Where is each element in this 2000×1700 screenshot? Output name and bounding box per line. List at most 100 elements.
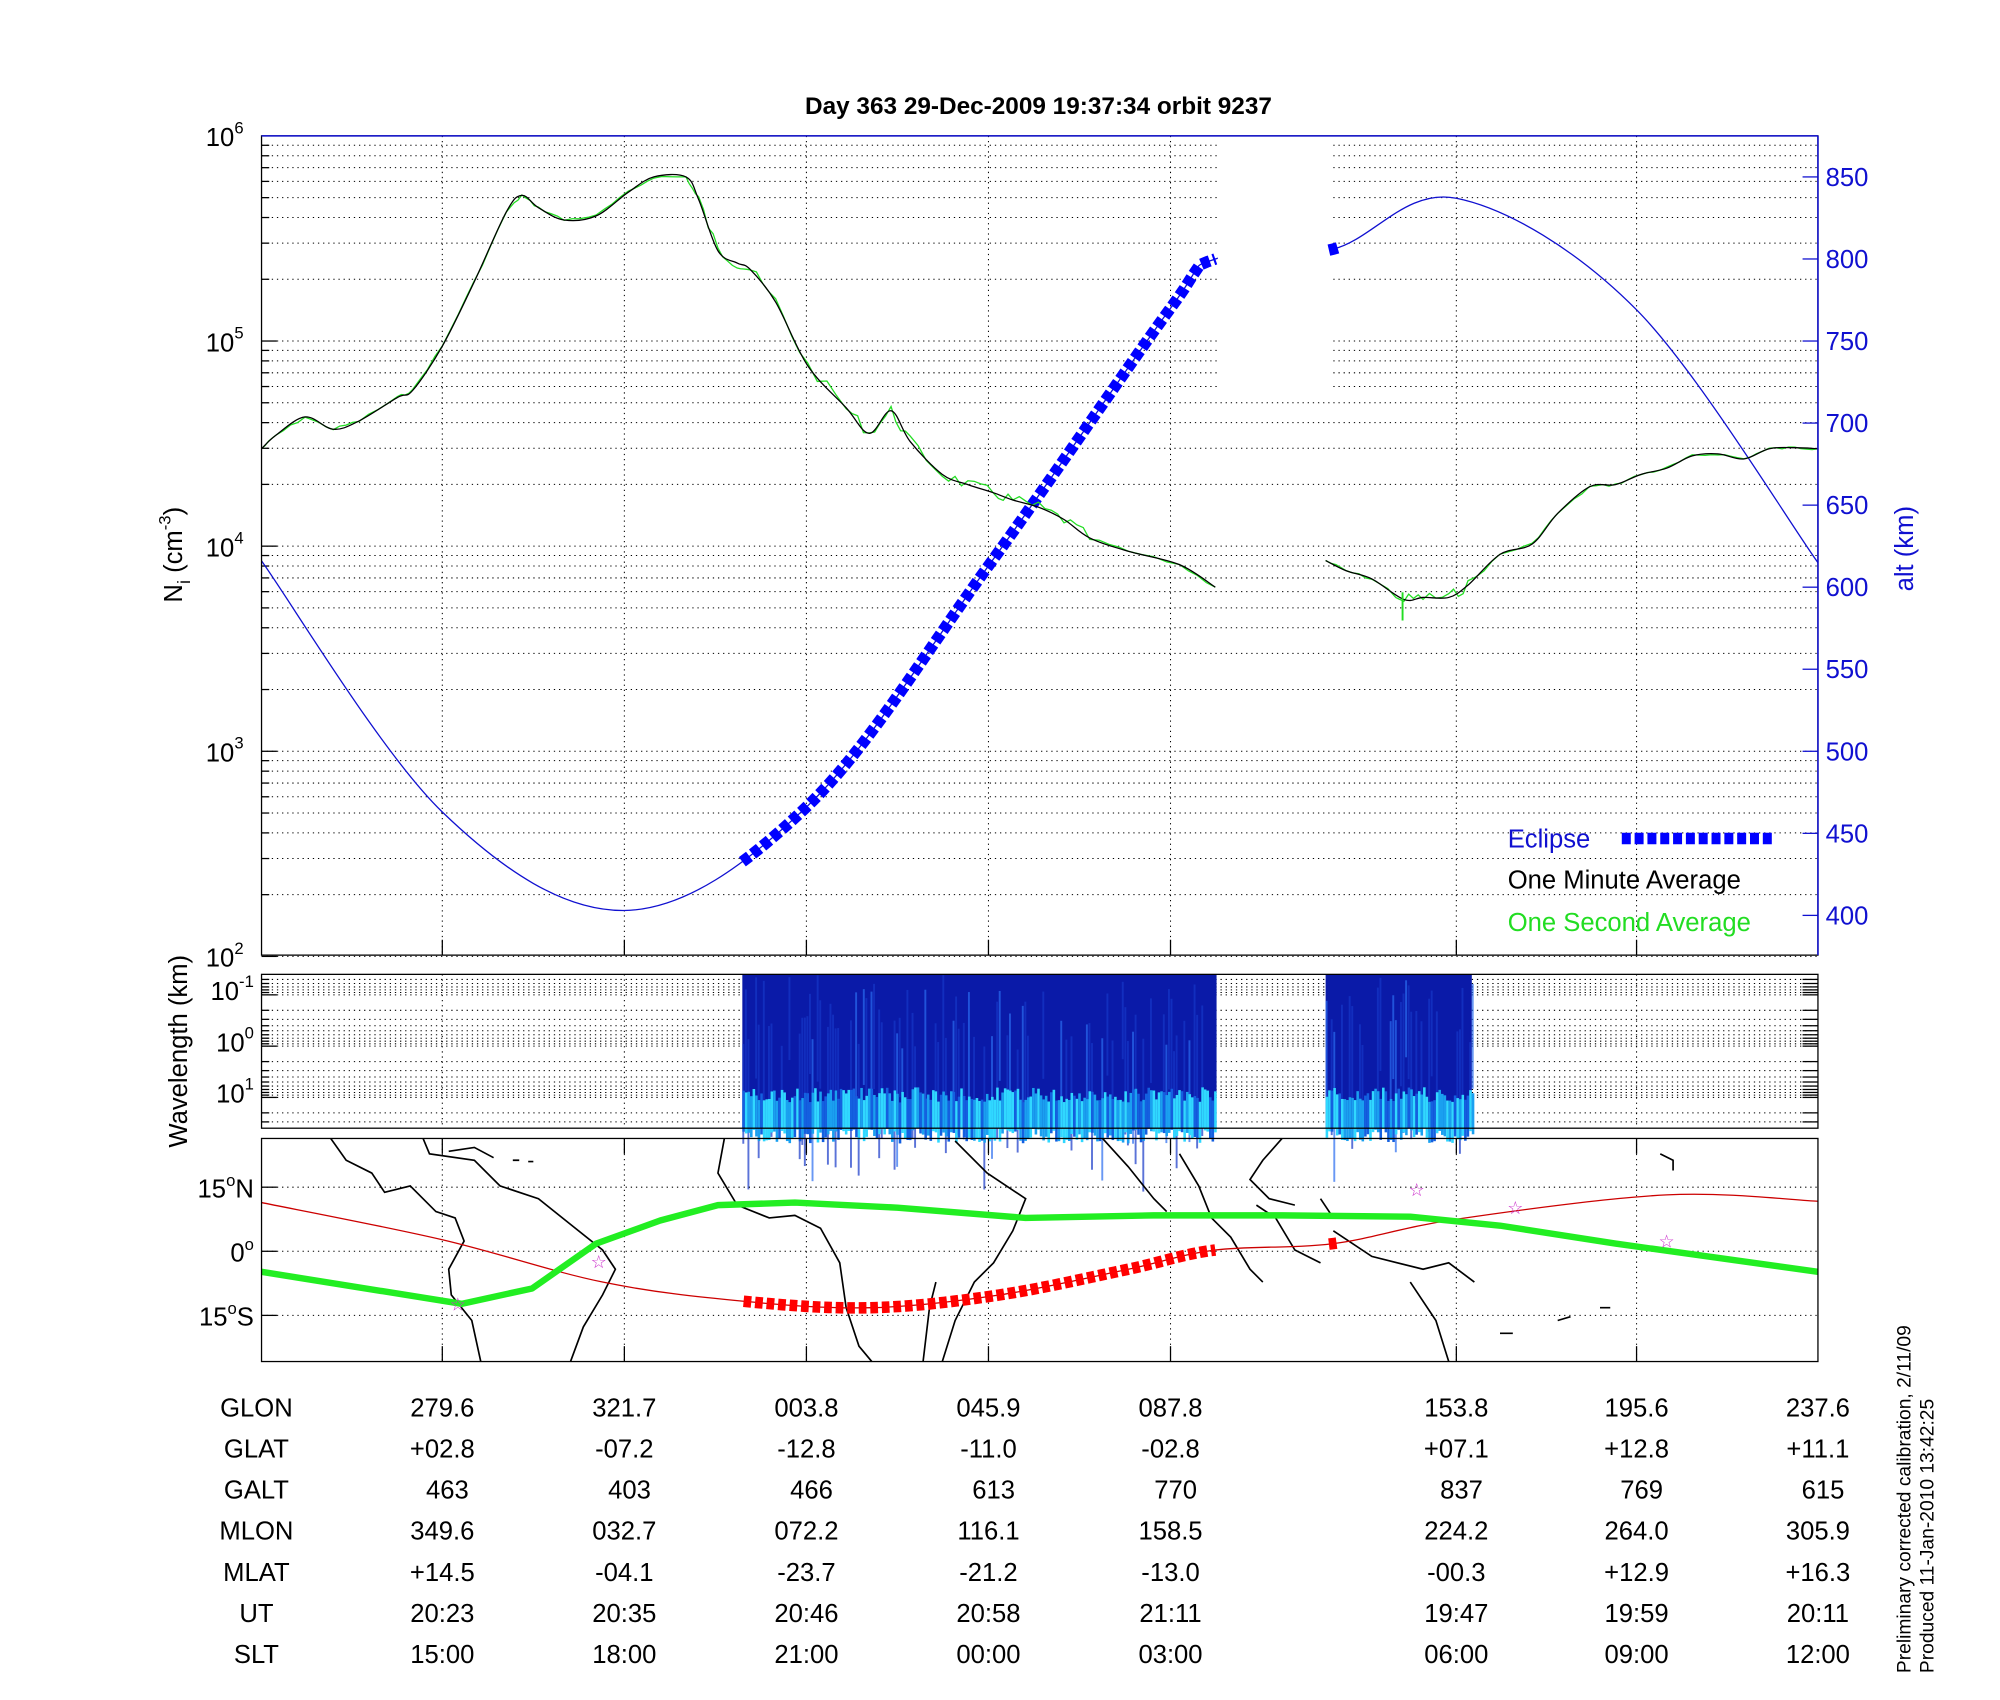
table-cell: 403 <box>608 1477 651 1505</box>
spectrogram-low-band <box>1330 1090 1334 1132</box>
spectrogram-low-band <box>1101 1098 1104 1140</box>
spectrogram-low-band <box>1361 1100 1365 1142</box>
table-cell: 224.2 <box>1424 1518 1488 1546</box>
spectrogram-low-band <box>901 1091 904 1133</box>
spectrogram-low-band <box>1008 1090 1012 1132</box>
spectrogram-streak <box>1124 1007 1127 1135</box>
spectrogram-streak <box>1008 1013 1011 1107</box>
spectrogram-low-band <box>985 1093 989 1135</box>
spectrogram-low-band <box>998 1100 1002 1142</box>
spectrogram-streak <box>1193 984 1196 1130</box>
spectrogram-low-band <box>1384 1091 1388 1133</box>
spectrogram-low-band <box>1175 1094 1179 1137</box>
y-tick-label: 106 <box>206 118 244 152</box>
star-marker-icon: ☆ <box>450 1294 466 1314</box>
altitude-curve <box>261 196 1819 912</box>
spec-y-tick-label: 100 <box>216 1023 254 1057</box>
spectrogram-streak <box>942 975 945 1126</box>
table-row: UT 20:23 20:35 20:46 20:58 21:11 19:47 19:59 20:… <box>239 1600 1849 1628</box>
spectrogram-streak <box>1461 987 1464 1102</box>
spectrogram-streak <box>998 990 1001 1081</box>
spectrogram-low-band <box>1402 1091 1406 1133</box>
spectrogram-low-band <box>1052 1089 1056 1131</box>
table-cell: 769 <box>1620 1477 1663 1505</box>
right-y-tick-labels: 850 800 750 700 650 600 550 500 450 400 <box>1826 164 1869 930</box>
table-cell: 00:00 <box>956 1641 1020 1669</box>
left-y-tick-labels: 106 105 104 103 102 <box>206 118 244 972</box>
spectrogram-streak <box>1420 1021 1423 1129</box>
ephemeris-table: GLON 279.6 321.7 003.8 045.9 087.8 153.8 195.6 2… <box>219 1395 1850 1669</box>
spectrogram-streak <box>1330 1019 1333 1136</box>
spectrogram-low-band <box>824 1096 827 1138</box>
spectrogram-streak <box>1341 1004 1343 1104</box>
spectrogram-streak <box>973 1036 976 1123</box>
spectrogram-streak <box>806 1016 809 1115</box>
spectrogram-low-band <box>1157 1092 1161 1134</box>
y-tick-label: 103 <box>206 734 244 768</box>
table-cell: 321.7 <box>592 1395 656 1423</box>
spectrogram-streak <box>816 975 819 1082</box>
table-cell: 072.2 <box>774 1518 838 1546</box>
spectrogram-low-band <box>1394 1093 1398 1135</box>
spectrogram-streak <box>1376 987 1379 1125</box>
spectrogram-low-band <box>1093 1094 1097 1136</box>
spectrogram-streak <box>952 1020 955 1108</box>
spectrogram-low-band <box>962 1095 966 1138</box>
spectrogram-streak <box>1167 989 1170 1090</box>
spectrogram-low-band <box>1410 1089 1413 1131</box>
spectrogram-low-band <box>855 1096 858 1138</box>
table-cell: 003.8 <box>774 1395 838 1423</box>
spectrogram-low-band <box>978 1100 981 1143</box>
spectrogram-low-band <box>1014 1090 1017 1132</box>
spectrogram-low-band <box>1191 1097 1194 1139</box>
spectrogram-low-band <box>921 1093 925 1135</box>
spectrogram-low-band <box>1006 1089 1009 1131</box>
spectrogram-streak <box>865 998 868 1132</box>
spectrogram-low-band <box>1044 1095 1048 1137</box>
spectrogram-streak <box>1111 1040 1114 1137</box>
spectrogram-low-band <box>1026 1097 1030 1139</box>
table-row: GLON 279.6 321.7 003.8 045.9 087.8 153.8 195.6 2… <box>220 1395 1850 1423</box>
spectrogram-low-band <box>857 1098 861 1140</box>
spectrogram-streak <box>878 1009 881 1159</box>
spectrogram-low-band <box>947 1100 951 1142</box>
spectrogram-low-band <box>1435 1092 1439 1134</box>
spectrogram-low-band <box>1453 1095 1457 1137</box>
spectrogram-streak <box>1201 1005 1204 1136</box>
table-cell: -12.8 <box>777 1436 835 1464</box>
spectrogram-streak <box>996 1001 999 1139</box>
table-cell: 279.6 <box>410 1395 474 1423</box>
spectrogram-low-band <box>1155 1099 1158 1141</box>
spectrogram-low-band <box>870 1088 874 1130</box>
spectrogram-streak <box>1430 990 1433 1077</box>
spectrogram-low-band <box>1032 1087 1035 1129</box>
spectrogram-low-band <box>839 1088 843 1130</box>
spectrogram-low-band <box>1374 1088 1377 1130</box>
spectrogram-low-band <box>970 1098 974 1140</box>
spectrogram-low-band <box>826 1093 830 1135</box>
spectrogram-streak <box>870 991 873 1093</box>
table-cell: 087.8 <box>1138 1395 1202 1423</box>
spectrogram-low-band <box>1433 1100 1436 1142</box>
spectrogram-low-band <box>852 1088 856 1130</box>
table-cell: +11.1 <box>1786 1436 1849 1464</box>
spectrogram-low-band <box>908 1099 912 1141</box>
spectrogram-low-band <box>919 1092 922 1134</box>
spectrogram-low-band <box>1126 1102 1130 1144</box>
spectrogram-low-band <box>1180 1091 1184 1133</box>
spectrogram-low-band <box>1167 1091 1171 1133</box>
spectrogram-low-band <box>1341 1098 1344 1140</box>
spectrogram-streak <box>1150 998 1152 1083</box>
spectrogram-low-band <box>850 1089 853 1131</box>
spectrogram-low-band <box>1142 1099 1145 1141</box>
spectrogram-low-band <box>883 1093 886 1135</box>
spectrogram-low-band <box>1198 1101 1202 1143</box>
legend: Eclipse One Minute Average One Second Av… <box>1508 825 1772 937</box>
spectrogram-streak <box>1170 998 1173 1100</box>
spectrogram-low-band <box>1382 1087 1385 1129</box>
table-cell: -00.3 <box>1427 1559 1485 1587</box>
spectrogram-low-band <box>1183 1100 1186 1142</box>
density-altitude-panel: 106 105 104 103 102 850 800 750 700 650 600 550 500… <box>156 118 1919 972</box>
spectrogram-streak <box>1469 1042 1472 1128</box>
spectrogram-low-band <box>1456 1098 1459 1140</box>
